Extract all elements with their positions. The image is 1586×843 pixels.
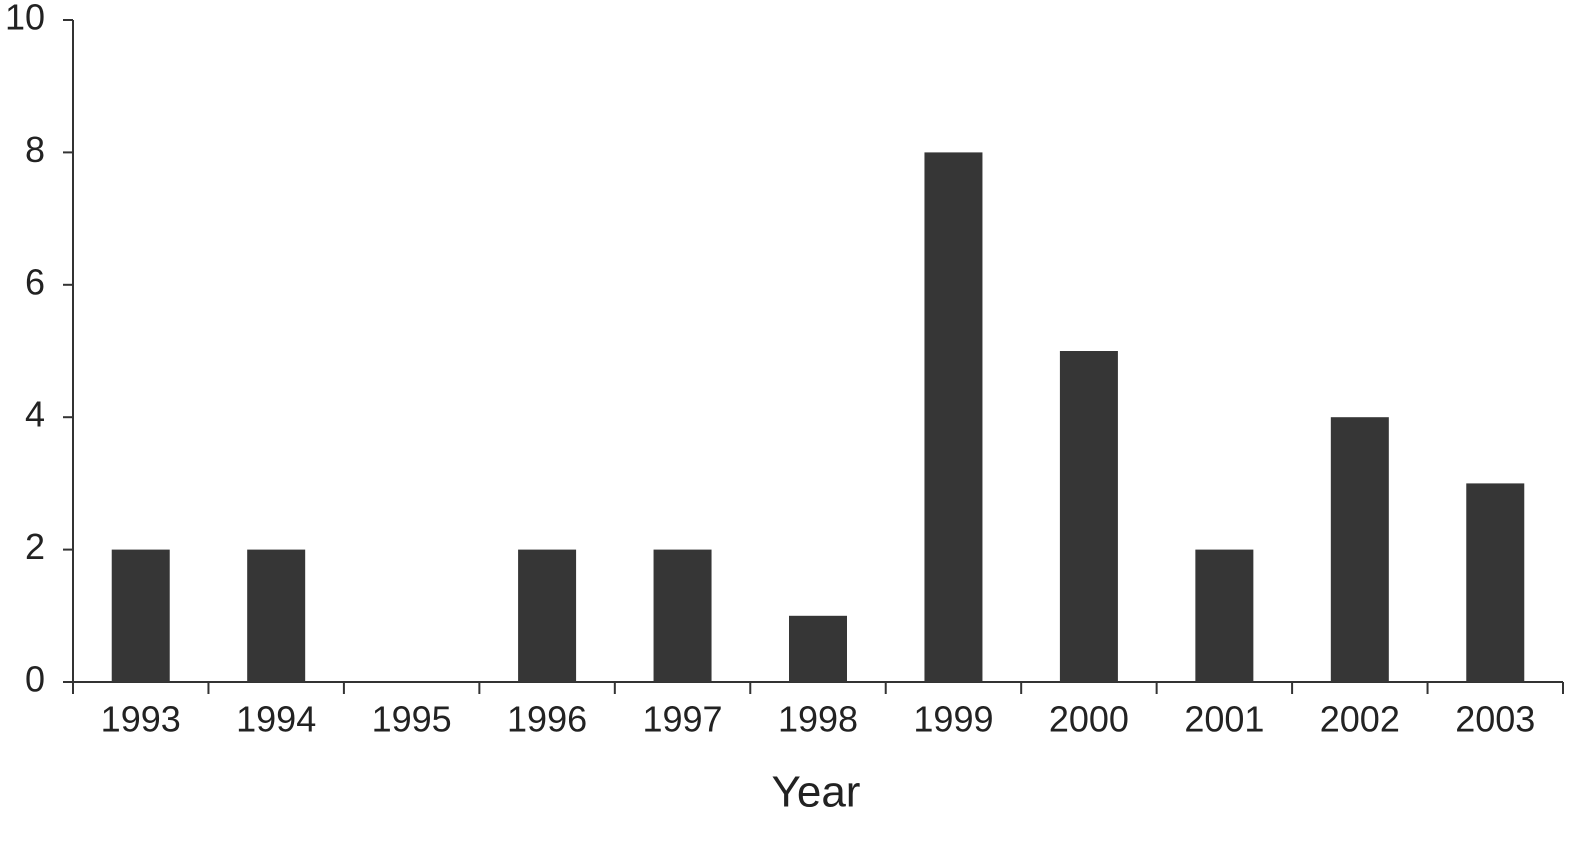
y-tick-label: 4	[25, 394, 45, 435]
x-axis-title: Year	[772, 768, 861, 817]
x-tick-label: 2002	[1320, 699, 1400, 740]
bar	[1466, 483, 1525, 682]
bar	[1195, 549, 1254, 682]
bar	[653, 549, 712, 682]
x-tick-label: 2001	[1184, 699, 1264, 740]
y-tick-label: 2	[25, 526, 45, 567]
y-tick-label: 6	[25, 261, 45, 302]
bar	[924, 152, 983, 682]
x-tick-label: 1994	[236, 699, 316, 740]
x-tick-label: 1997	[642, 699, 722, 740]
x-tick-label: 1998	[778, 699, 858, 740]
x-tick-label: 1993	[101, 699, 181, 740]
x-tick-label: 1996	[507, 699, 587, 740]
bar	[111, 549, 170, 682]
x-tick-label: 2000	[1049, 699, 1129, 740]
y-tick-label: 10	[5, 0, 45, 38]
bar	[518, 549, 577, 682]
y-tick-label: 8	[25, 129, 45, 170]
x-tick-label: 2003	[1455, 699, 1535, 740]
bar	[789, 615, 847, 682]
bar	[247, 549, 306, 682]
x-tick-label: 1999	[913, 699, 993, 740]
bar	[1330, 417, 1389, 682]
bar	[1059, 351, 1118, 682]
y-tick-label: 0	[25, 659, 45, 700]
x-tick-label: 1995	[372, 699, 452, 740]
